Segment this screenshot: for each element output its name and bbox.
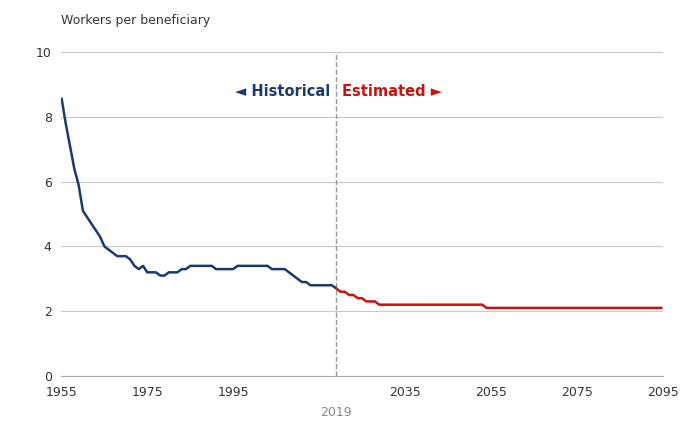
- Text: 2019: 2019: [320, 406, 352, 420]
- Text: Workers per beneficiary: Workers per beneficiary: [61, 14, 211, 27]
- Text: Estimated ►: Estimated ►: [342, 84, 442, 99]
- Text: ◄ Historical: ◄ Historical: [235, 84, 330, 99]
